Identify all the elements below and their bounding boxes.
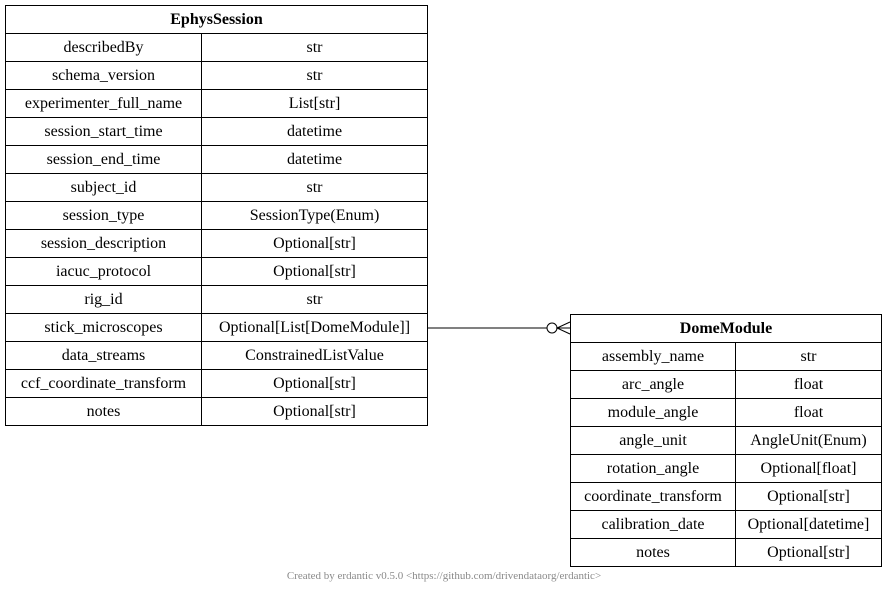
field-type: Optional[List[DomeModule]] [201,313,428,342]
field-row: notes Optional[str] [570,538,882,567]
field-name: rotation_angle [570,454,736,483]
field-name: session_end_time [5,145,202,174]
field-name: describedBy [5,33,202,62]
field-type: str [201,285,428,314]
field-type: Optional[str] [201,397,428,426]
field-row: assembly_name str [570,342,882,371]
field-row: iacuc_protocol Optional[str] [5,257,428,286]
field-type: Optional[str] [201,229,428,258]
field-row: calibration_date Optional[datetime] [570,510,882,539]
crow-foot-many-marker [555,321,571,335]
field-name: session_description [5,229,202,258]
footer-credit: Created by erdantic v0.5.0 <https://gith… [286,570,602,582]
field-type: Optional[str] [735,482,882,511]
field-name: calibration_date [570,510,736,539]
field-name: rig_id [5,285,202,314]
field-name: angle_unit [570,426,736,455]
field-name: notes [570,538,736,567]
field-row: notes Optional[str] [5,397,428,426]
field-row: experimenter_full_name List[str] [5,89,428,118]
field-row: angle_unit AngleUnit(Enum) [570,426,882,455]
field-type: str [201,173,428,202]
field-name: stick_microscopes [5,313,202,342]
entity-title: EphysSession [5,5,428,34]
field-row: session_start_time datetime [5,117,428,146]
entity-ephys-session: EphysSession describedBy str schema_versi… [5,5,428,426]
field-name: module_angle [570,398,736,427]
field-row: stick_microscopes Optional[List[DomeModul… [5,313,428,342]
field-type: SessionType(Enum) [201,201,428,230]
field-name: notes [5,397,202,426]
field-type: List[str] [201,89,428,118]
field-row: rotation_angle Optional[float] [570,454,882,483]
field-type: AngleUnit(Enum) [735,426,882,455]
field-type: Optional[str] [735,538,882,567]
field-row: session_end_time datetime [5,145,428,174]
entity-title: DomeModule [570,314,882,343]
field-type: Optional[datetime] [735,510,882,539]
field-row: rig_id str [5,285,428,314]
field-row: ccf_coordinate_transform Optional[str] [5,369,428,398]
field-name: assembly_name [570,342,736,371]
entity-dome-module: DomeModule assembly_name str arc_angle flo… [570,314,882,567]
field-row: describedBy str [5,33,428,62]
field-type: datetime [201,145,428,174]
zero-optional-marker [546,322,558,334]
field-row: session_type SessionType(Enum) [5,201,428,230]
field-name: subject_id [5,173,202,202]
field-type: str [201,33,428,62]
field-name: experimenter_full_name [5,89,202,118]
field-type: str [735,342,882,371]
field-row: subject_id str [5,173,428,202]
field-row: session_description Optional[str] [5,229,428,258]
field-type: Optional[str] [201,369,428,398]
field-type: datetime [201,117,428,146]
field-type: str [201,61,428,90]
field-name: iacuc_protocol [5,257,202,286]
